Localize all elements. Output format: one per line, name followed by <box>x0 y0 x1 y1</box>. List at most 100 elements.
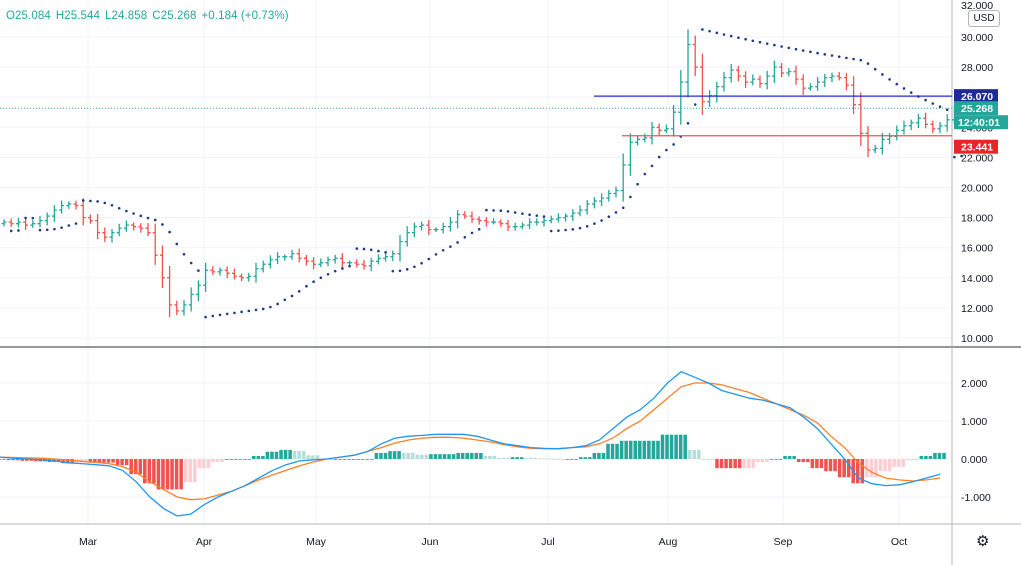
macd-histogram-bar <box>719 459 724 469</box>
macd-histogram-bar <box>510 457 515 459</box>
macd-histogram-bar <box>933 452 937 459</box>
psar-dot <box>153 218 157 222</box>
macd-histogram-bar <box>674 434 678 459</box>
psar-dot <box>182 252 186 256</box>
macd-histogram-bar <box>928 455 933 459</box>
price-tick-4: 18.000 <box>961 213 993 225</box>
psar-dot <box>290 294 294 298</box>
macd-histogram-bar <box>129 459 133 475</box>
psar-dot <box>614 211 618 214</box>
macd-histogram-bar <box>338 459 342 460</box>
psar-dot <box>276 302 279 306</box>
macd-histogram-bar <box>651 440 656 459</box>
macd-histogram-bar <box>683 434 687 459</box>
psar-dot <box>708 29 711 33</box>
psar-dot <box>830 54 834 57</box>
psar-dot <box>362 247 366 251</box>
macd-histogram-bar <box>610 443 615 459</box>
macd-histogram-bar <box>492 455 497 459</box>
macd-histogram-bar <box>783 455 787 459</box>
macd-histogram-bar <box>102 459 106 463</box>
macd-histogram-bar <box>874 459 878 478</box>
macd-histogram-bar <box>415 454 420 459</box>
macd-histogram-bar <box>333 459 338 460</box>
macd-histogram-bar <box>774 459 778 460</box>
macd-histogram-bar <box>615 443 619 459</box>
macd-histogram-bar <box>301 451 306 459</box>
macd-histogram-bar <box>692 449 697 459</box>
macd-histogram-bar <box>569 459 574 460</box>
macd-histogram-bar <box>165 459 170 490</box>
psar-dot <box>384 250 387 254</box>
macd-histogram-bar <box>24 459 29 461</box>
macd-histogram-bar <box>592 452 597 459</box>
psar-dot <box>110 203 114 207</box>
psar-dot <box>463 235 467 239</box>
psar-dot <box>369 248 373 252</box>
psar-dot <box>593 222 596 225</box>
macd-histogram-bar <box>365 459 370 460</box>
macd-histogram-bar <box>560 459 565 460</box>
macd-histogram-bar <box>242 459 247 460</box>
psar-dot <box>636 182 639 186</box>
macd-histogram-bar <box>551 459 556 460</box>
psar-dot <box>909 91 913 94</box>
psar-dot <box>564 228 567 232</box>
psar-dot <box>441 248 445 252</box>
psar-dot <box>254 308 258 312</box>
macd-histogram-bar <box>924 455 928 459</box>
macd-histogram-bar <box>710 459 715 460</box>
macd-histogram-bar <box>742 459 747 469</box>
macd-histogram-bar <box>156 459 161 490</box>
macd-histogram-bar <box>429 454 433 459</box>
psar-dot <box>427 257 431 261</box>
macd-histogram-bar <box>538 458 542 460</box>
macd-histogram-bar <box>883 459 887 472</box>
gear-icon[interactable]: ⚙ <box>976 533 990 550</box>
psar-dot <box>261 307 265 311</box>
psar-dot <box>319 276 323 280</box>
psar-dot <box>225 312 229 316</box>
legend-open: O25.084 <box>6 10 51 22</box>
macd-histogram-bar <box>442 454 447 459</box>
psar-dot <box>953 155 956 159</box>
macd-histogram-bar <box>919 455 924 459</box>
psar-dot <box>24 216 27 220</box>
time-tick-0: Mar <box>79 536 98 548</box>
legend-change: +0.184 (+0.73%) <box>201 10 289 22</box>
psar-dot <box>780 45 783 48</box>
macd-histogram-bar <box>347 459 351 460</box>
macd-histogram-bar <box>892 459 896 467</box>
macd-histogram-bar <box>833 459 837 472</box>
macd-tick-0: -1.000 <box>961 492 991 504</box>
macd-histogram-bar <box>796 459 801 463</box>
macd-histogram-bar <box>61 459 65 464</box>
psar-dot <box>643 172 647 176</box>
macd-histogram-bar <box>687 449 692 459</box>
macd-histogram-bar <box>624 440 628 459</box>
psar-dot <box>413 265 416 269</box>
psar-dot <box>938 105 942 109</box>
currency-button[interactable]: USD <box>968 10 1000 27</box>
macd-histogram-bar <box>401 452 406 459</box>
psar-dot <box>945 108 949 112</box>
macd-histogram-bar <box>138 459 143 475</box>
macd-histogram-bar <box>601 452 606 459</box>
macd-histogram-bar <box>143 459 147 484</box>
psar-dot <box>456 241 459 244</box>
psar-dot <box>211 314 215 318</box>
macd-histogram-bar <box>288 449 292 459</box>
psar-dot <box>405 268 409 271</box>
badge-support: 23.441 <box>961 142 993 154</box>
time-tick-2: May <box>306 536 327 548</box>
macd-histogram-bar <box>247 459 252 460</box>
macd-histogram-bar <box>515 457 519 459</box>
macd-histogram-bar <box>706 459 710 460</box>
price-tick-top: 32.000 <box>961 0 993 12</box>
macd-histogram-bar <box>787 455 792 459</box>
psar-dot <box>528 213 531 217</box>
macd-histogram-bar <box>792 455 796 459</box>
psar-dot <box>773 43 776 47</box>
macd-histogram-bar <box>206 459 211 469</box>
